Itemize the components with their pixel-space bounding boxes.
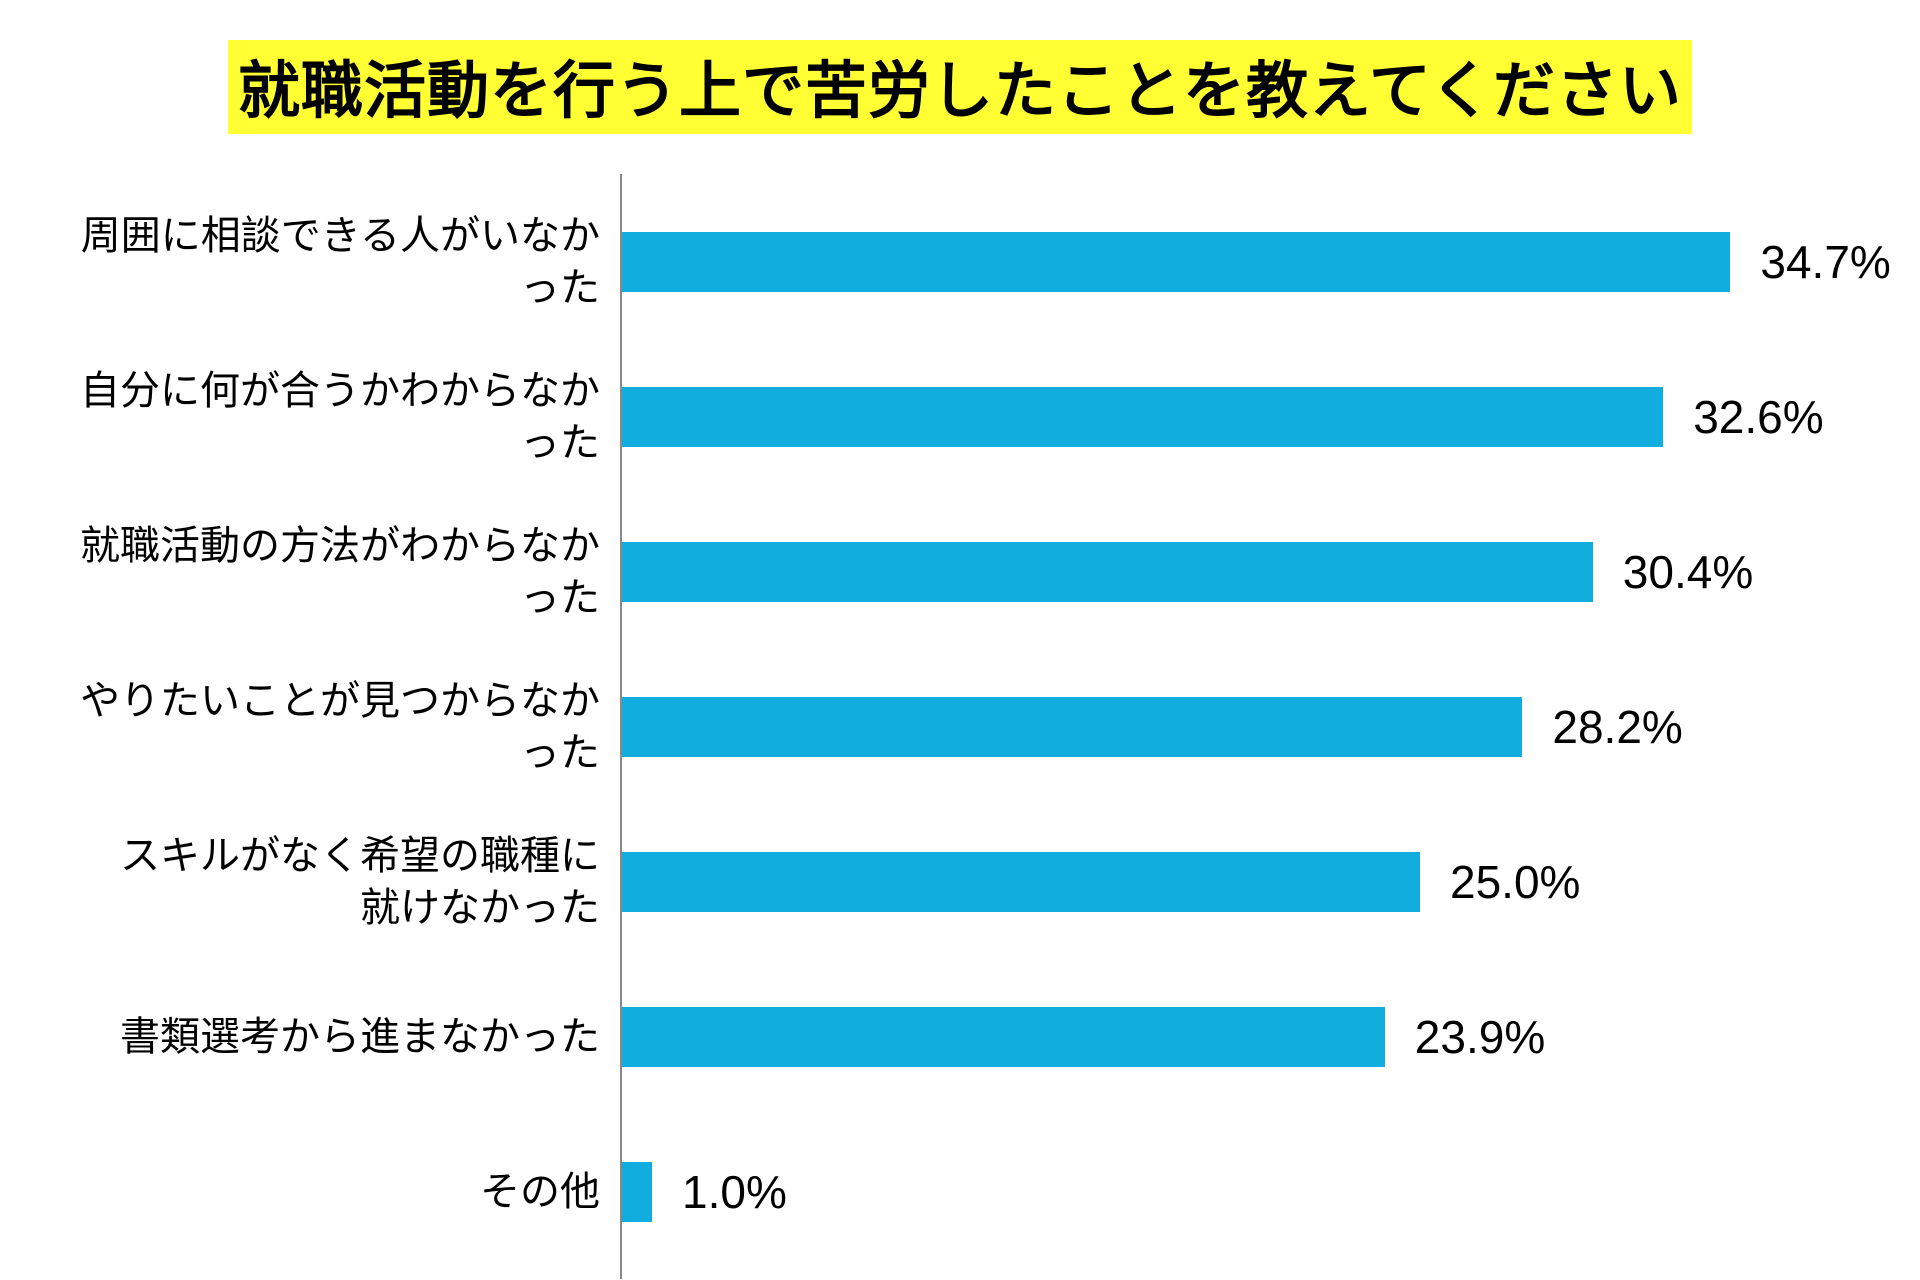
- bar-area: 23.9%: [620, 1007, 1860, 1067]
- bar-row: スキルがなく希望の職種に 就けなかった25.0%: [620, 804, 1860, 959]
- bar: [620, 697, 1522, 757]
- y-axis-line: [620, 174, 622, 1279]
- bar-row: 書類選考から進まなかった23.9%: [620, 959, 1860, 1114]
- bar-row: その他1.0%: [620, 1114, 1860, 1269]
- bar-row: 就職活動の方法がわからなかった30.4%: [620, 494, 1860, 649]
- bar-value: 30.4%: [1623, 545, 1753, 599]
- bar-label: 周囲に相談できる人がいなかった: [60, 210, 600, 314]
- bar-label: スキルがなく希望の職種に 就けなかった: [60, 830, 600, 934]
- bar-label: 書類選考から進まなかった: [60, 1011, 600, 1063]
- bar: [620, 542, 1593, 602]
- bar-row: 周囲に相談できる人がいなかった34.7%: [620, 184, 1860, 339]
- chart-title-container: 就職活動を行う上で苦労したことを教えてください: [60, 40, 1860, 134]
- bar-value: 28.2%: [1552, 700, 1682, 754]
- bar-value: 34.7%: [1760, 235, 1890, 289]
- bar-label: 就職活動の方法がわからなかった: [60, 520, 600, 624]
- bar-row: やりたいことが見つからなかった28.2%: [620, 649, 1860, 804]
- bar-value: 25.0%: [1450, 855, 1580, 909]
- bar-row: 自分に何が合うかわからなかった32.6%: [620, 339, 1860, 494]
- bar-label: その他: [60, 1166, 600, 1218]
- bar: [620, 852, 1420, 912]
- bar-area: 25.0%: [620, 852, 1860, 912]
- bar-area: 1.0%: [620, 1162, 1860, 1222]
- bar-area: 34.7%: [620, 232, 1891, 292]
- bar-value: 1.0%: [682, 1165, 787, 1219]
- bar-label: やりたいことが見つからなかった: [60, 675, 600, 779]
- bar-value: 32.6%: [1693, 390, 1823, 444]
- bar: [620, 232, 1730, 292]
- bar: [620, 387, 1663, 447]
- bar-area: 28.2%: [620, 697, 1860, 757]
- bar-chart: 周囲に相談できる人がいなかった34.7%自分に何が合うかわからなかった32.6%…: [60, 184, 1860, 1269]
- bar-label: 自分に何が合うかわからなかった: [60, 365, 600, 469]
- bar: [620, 1007, 1385, 1067]
- bar-area: 32.6%: [620, 387, 1860, 447]
- bar-area: 30.4%: [620, 542, 1860, 602]
- bar: [620, 1162, 652, 1222]
- bar-value: 23.9%: [1415, 1010, 1545, 1064]
- chart-title: 就職活動を行う上で苦労したことを教えてください: [228, 40, 1692, 134]
